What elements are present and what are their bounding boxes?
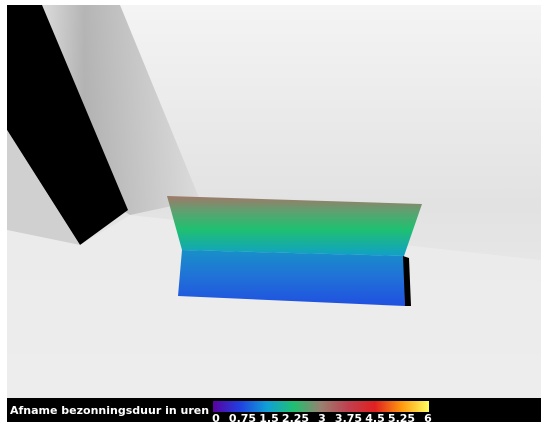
colorbar-tick-label: 2.25 xyxy=(282,412,309,425)
upper-surface xyxy=(167,196,422,256)
colorbar-tick-label: 0 xyxy=(212,412,220,425)
screenshot: Afname bezonningsduur in uren 0 0.751.52.… xyxy=(0,0,549,428)
colorbar-tick-label: 4.5 xyxy=(365,412,385,425)
legend-title: Afname bezonningsduur in uren xyxy=(10,404,209,417)
colorbar-tick-label: 3.75 xyxy=(335,412,362,425)
colorbar-tick-label: 6 xyxy=(424,412,432,425)
colorbar-tick-label: 3 xyxy=(318,412,326,425)
colorbar-tick-label: 5.25 xyxy=(388,412,415,425)
colorbar-tick-label: 1.5 xyxy=(259,412,279,425)
colorbar-tick-label: 0.75 xyxy=(229,412,256,425)
colorbar xyxy=(213,401,429,412)
